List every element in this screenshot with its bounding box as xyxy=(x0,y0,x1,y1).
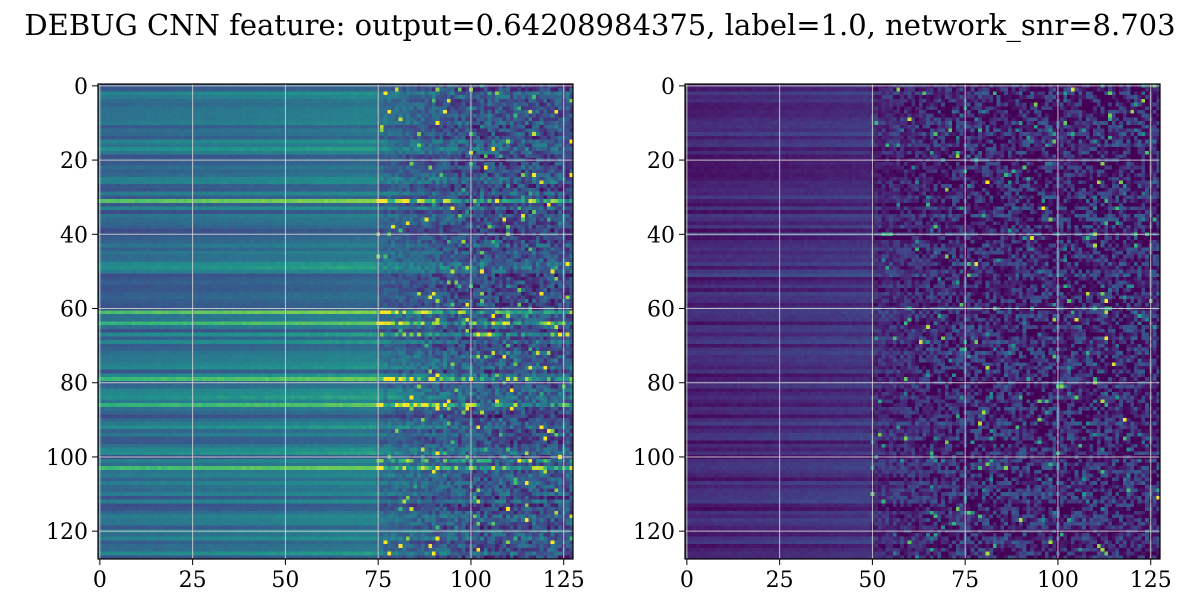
y-tick-label: 20 xyxy=(647,149,675,174)
heatmap-panel-left: 0 25 50 75 100 125 0 20 40 60 80 100 120 xyxy=(46,75,585,593)
x-tick-label: 25 xyxy=(766,568,794,593)
y-tick-label: 0 xyxy=(74,75,88,100)
y-tick-label: 40 xyxy=(60,223,88,248)
x-tick-label: 75 xyxy=(951,568,979,593)
y-tick-label: 120 xyxy=(46,520,88,545)
x-tick-label: 75 xyxy=(364,568,392,593)
x-tick-label: 0 xyxy=(680,568,694,593)
heatmap-panel-right: 0 25 50 75 100 125 0 20 40 60 80 100 120 xyxy=(633,75,1172,593)
heatmap-cells xyxy=(98,84,573,559)
y-tick-label: 60 xyxy=(647,298,675,323)
y-tick-label: 120 xyxy=(633,520,675,545)
axes-frame xyxy=(97,83,574,560)
heatmap-cells xyxy=(685,84,1160,559)
x-tick-label: 50 xyxy=(858,568,886,593)
y-tick-label: 80 xyxy=(647,372,675,397)
x-tick-label: 0 xyxy=(93,568,107,593)
x-tick-label: 125 xyxy=(543,568,585,593)
figure-title: DEBUG CNN feature: output=0.64208984375,… xyxy=(24,8,1176,42)
x-tick-label: 100 xyxy=(1037,568,1079,593)
x-tick-label: 100 xyxy=(450,568,492,593)
y-tick-label: 40 xyxy=(647,223,675,248)
y-tick-label: 60 xyxy=(60,298,88,323)
y-tick-label: 80 xyxy=(60,372,88,397)
x-tick-label: 125 xyxy=(1130,568,1172,593)
y-tick-label: 0 xyxy=(661,75,675,100)
y-tick-label: 100 xyxy=(46,446,88,471)
y-tick-label: 20 xyxy=(60,149,88,174)
x-tick-label: 25 xyxy=(179,568,207,593)
y-tick-label: 100 xyxy=(633,446,675,471)
axes-frame xyxy=(684,83,1161,560)
x-tick-label: 50 xyxy=(271,568,299,593)
